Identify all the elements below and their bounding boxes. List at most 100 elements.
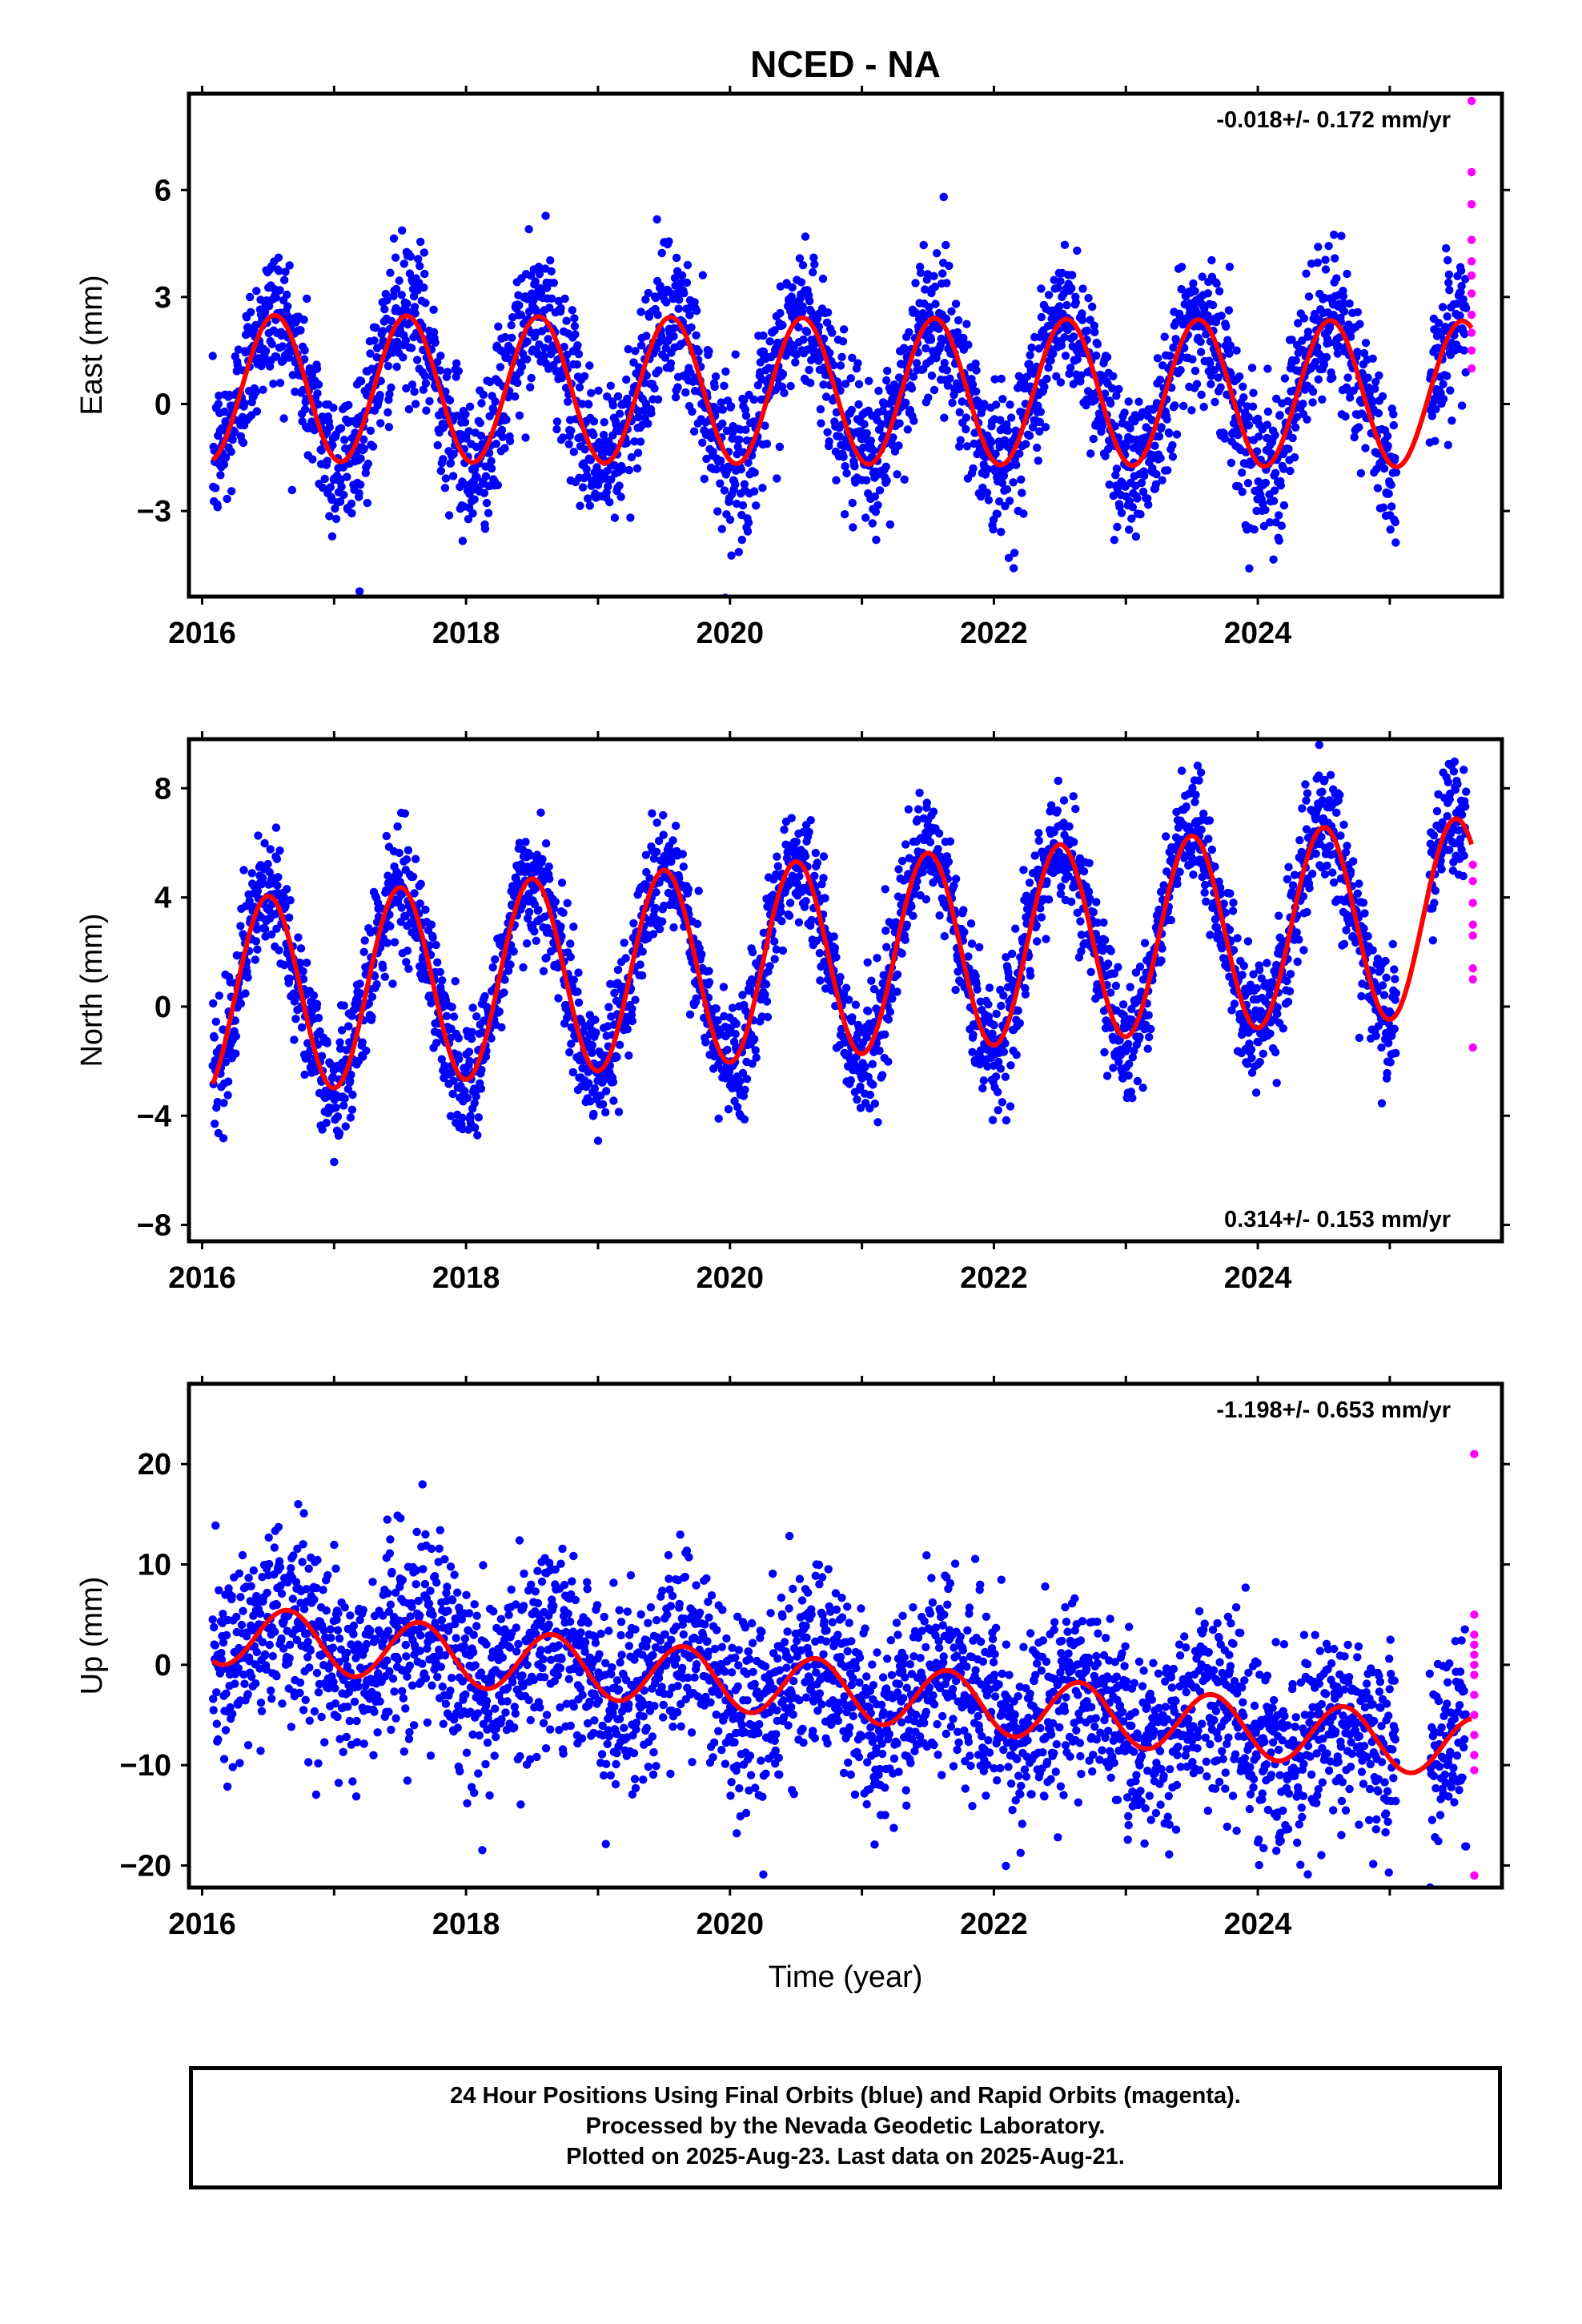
rapid-orbit-point <box>1467 257 1476 266</box>
final-orbit-point <box>383 296 391 305</box>
final-orbit-point <box>1303 415 1311 424</box>
final-orbit-point <box>446 459 456 468</box>
final-orbit-point <box>702 454 711 464</box>
final-orbit-point <box>313 389 322 398</box>
final-orbit-point <box>211 1017 220 1027</box>
final-orbit-point <box>705 978 714 987</box>
final-orbit-point <box>1247 364 1257 372</box>
final-orbit-point <box>943 381 953 390</box>
final-orbit-point <box>811 848 820 858</box>
final-orbit-point <box>948 398 957 408</box>
final-orbit-point <box>370 971 379 981</box>
final-orbit-point <box>641 400 650 408</box>
final-orbit-point <box>527 271 536 280</box>
final-orbit-point <box>1225 263 1235 271</box>
final-orbit-point <box>421 299 430 308</box>
final-orbit-point <box>451 977 460 986</box>
final-orbit-point <box>559 908 568 918</box>
final-orbit-point <box>638 971 647 980</box>
rapid-orbit-point <box>1467 310 1476 320</box>
final-orbit-point <box>376 419 385 428</box>
final-orbit-point <box>839 452 848 461</box>
final-orbit-point <box>866 436 876 445</box>
final-orbit-point <box>487 456 496 465</box>
final-orbit-point <box>402 855 412 864</box>
final-orbit-point <box>1369 397 1378 406</box>
final-orbit-point <box>788 283 797 292</box>
final-orbit-point <box>785 899 795 907</box>
final-orbit-point <box>1054 283 1062 292</box>
final-orbit-point <box>711 372 721 381</box>
final-orbit-point <box>598 1100 608 1109</box>
final-orbit-point <box>333 1112 343 1121</box>
model-fit-line <box>211 312 1474 469</box>
final-orbit-point <box>970 439 978 448</box>
final-orbit-point <box>343 472 351 481</box>
rapid-orbit-point <box>1467 346 1476 355</box>
final-orbit-point <box>1373 484 1383 493</box>
final-orbit-point <box>787 292 796 301</box>
final-orbit-point <box>538 854 547 864</box>
final-orbit-point <box>252 287 261 296</box>
final-orbit-point <box>945 261 954 271</box>
final-orbit-point <box>940 359 950 368</box>
final-orbit-point <box>870 1099 880 1108</box>
final-orbit-point <box>223 494 231 504</box>
final-orbit-point <box>552 424 561 434</box>
final-orbit-point <box>777 907 785 916</box>
final-orbit-point <box>1245 564 1254 573</box>
final-orbit-point <box>1009 478 1018 487</box>
final-orbit-point <box>359 435 368 444</box>
final-orbit-point <box>523 914 532 923</box>
final-orbit-point <box>1050 275 1058 284</box>
rapid-orbit-point <box>1467 96 1476 106</box>
final-orbit-point <box>1179 401 1188 411</box>
final-orbit-point <box>545 875 554 883</box>
final-orbit-point <box>427 999 436 1007</box>
final-orbit-point <box>336 424 346 432</box>
final-orbit-point <box>325 512 334 521</box>
final-orbit-point <box>448 472 458 480</box>
x-tick-label: 2016 <box>168 617 236 650</box>
final-orbit-point <box>806 379 815 388</box>
final-orbit-point <box>219 1099 228 1108</box>
final-orbit-point <box>621 954 630 963</box>
final-orbit-point <box>246 292 255 302</box>
final-orbit-point <box>1002 485 1012 494</box>
final-orbit-point <box>1391 468 1401 476</box>
final-orbit-point <box>972 366 981 375</box>
final-orbit-point <box>337 1026 347 1035</box>
final-orbit-point <box>1189 279 1198 288</box>
final-orbit-point <box>740 1115 749 1124</box>
final-orbit-point <box>1313 258 1323 267</box>
final-orbit-point <box>1446 386 1455 395</box>
final-orbit-point <box>273 881 282 890</box>
final-orbit-point <box>984 1000 993 1009</box>
final-orbit-point <box>251 937 260 946</box>
final-orbit-point <box>564 440 573 448</box>
final-orbit-point <box>549 279 558 287</box>
final-orbit-point <box>743 527 753 536</box>
final-orbit-point <box>1127 514 1136 523</box>
final-orbit-point <box>816 976 825 985</box>
final-orbit-point <box>877 420 886 428</box>
final-orbit-point <box>1318 395 1327 404</box>
final-orbit-point <box>832 953 841 962</box>
final-orbit-point <box>228 435 237 444</box>
final-orbit-point <box>314 400 323 409</box>
final-orbit-point <box>627 452 636 462</box>
final-orbit-point <box>999 991 1008 1000</box>
final-orbit-point <box>571 330 580 339</box>
final-orbit-point <box>524 225 533 234</box>
y-tick-label: 3 <box>155 281 171 315</box>
final-orbit-point <box>1355 320 1364 328</box>
final-orbit-point <box>347 1070 355 1080</box>
final-orbit-point <box>1307 259 1316 268</box>
final-orbit-point <box>299 316 308 324</box>
final-orbit-point <box>253 887 263 895</box>
final-orbit-point <box>1006 1102 1015 1111</box>
final-orbit-point <box>339 490 348 500</box>
final-orbit-point <box>1384 489 1393 498</box>
final-orbit-point <box>325 423 334 432</box>
